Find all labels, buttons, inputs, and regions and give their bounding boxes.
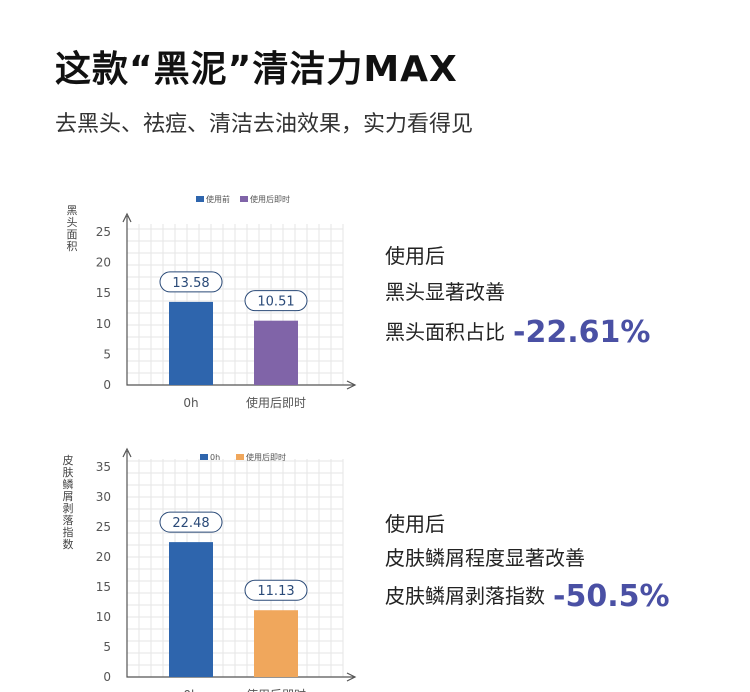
y-tick-label: 5: [103, 640, 111, 654]
value-label-pill: [159, 271, 223, 293]
result-highlight-value: -50.5%: [553, 579, 670, 614]
page-subtitle: 去黑头、祛痘、清洁去油效果，实力看得见: [55, 112, 474, 137]
value-label: 10.51: [257, 295, 294, 310]
result-metric: 黑头面积占比 -22.61%: [385, 318, 650, 348]
y-axis-label: 屑: [63, 490, 74, 503]
y-axis-label: 黑: [67, 204, 78, 217]
y-tick-label: 0: [103, 670, 111, 684]
y-axis-label: 落: [63, 514, 74, 527]
page-title: 这款“黑泥”清洁力MAX: [55, 49, 458, 90]
y-tick-label: 25: [96, 225, 111, 239]
y-tick-label: 0: [103, 378, 111, 392]
y-tick-label: 10: [96, 317, 111, 331]
result-heading: 使用后: [385, 512, 445, 536]
legend-swatch: [196, 196, 204, 202]
result-metric: 皮肤鳞屑剥落指数 -50.5%: [385, 582, 670, 612]
chart-grid: [127, 224, 344, 385]
result-description: 黑头显著改善: [385, 280, 505, 304]
legend-swatch: [240, 196, 248, 202]
legend-entry: 0h: [210, 453, 220, 462]
y-tick-label: 15: [96, 286, 111, 300]
y-axis-label: 面: [67, 228, 78, 241]
y-axis-label: 鳞: [63, 477, 74, 491]
result-metric-label: 皮肤鳞屑剥落指数: [385, 584, 545, 608]
y-axis-label: 指: [63, 525, 74, 539]
y-tick-label: 15: [96, 580, 111, 594]
y-axis-arrow: [122, 447, 132, 458]
skin-scale-chart: 0 5 10 15 20 25 30 35 皮肤鳞屑剥落指数 0h 使用后即时 22.48 0h 11.1…: [63, 447, 357, 692]
x-tick-label: 0h: [183, 396, 198, 410]
x-tick-label: 0h: [183, 688, 198, 692]
y-axis-label: 数: [63, 538, 74, 551]
x-tick-label: 使用后即时: [246, 687, 306, 692]
bar: [169, 542, 213, 677]
bar: [254, 320, 298, 385]
x-axis-arrow: [346, 380, 357, 390]
y-axis-label: 头: [67, 216, 78, 229]
bar: [254, 610, 298, 677]
legend-entry: 使用后即时: [250, 194, 290, 204]
y-axis-label: 积: [67, 240, 78, 253]
value-label: 11.13: [257, 584, 294, 599]
bar: [169, 301, 213, 385]
result-metric-label: 黑头面积占比: [385, 320, 505, 344]
value-label-pill: [159, 511, 223, 533]
x-axis-arrow: [346, 672, 357, 682]
value-label-pill: [244, 579, 308, 601]
value-label: 13.58: [172, 276, 209, 291]
value-label-pill: [244, 290, 308, 312]
legend-swatch: [200, 454, 208, 460]
result-description: 皮肤鳞屑程度显著改善: [385, 546, 585, 570]
y-tick-label: 20: [96, 256, 111, 270]
result-heading: 使用后: [385, 244, 445, 268]
x-tick-label: 使用后即时: [246, 395, 306, 410]
y-tick-label: 25: [96, 520, 111, 534]
y-tick-label: 35: [96, 460, 111, 474]
y-axis-label: 剥: [63, 502, 74, 515]
chart-grid: [127, 459, 344, 677]
y-tick-label: 5: [103, 347, 111, 361]
y-axis-label: 肤: [63, 465, 74, 479]
legend-entry: 使用后即时: [246, 452, 286, 462]
y-tick-label: 10: [96, 610, 111, 624]
y-tick-label: 30: [96, 490, 111, 504]
legend-swatch: [236, 454, 244, 460]
y-axis-label: 皮: [63, 454, 74, 467]
result-highlight-value: -22.61%: [513, 315, 651, 350]
value-label: 22.48: [172, 516, 209, 531]
y-axis-arrow: [122, 212, 132, 223]
y-tick-label: 20: [96, 550, 111, 564]
legend-entry: 使用前: [206, 194, 230, 204]
